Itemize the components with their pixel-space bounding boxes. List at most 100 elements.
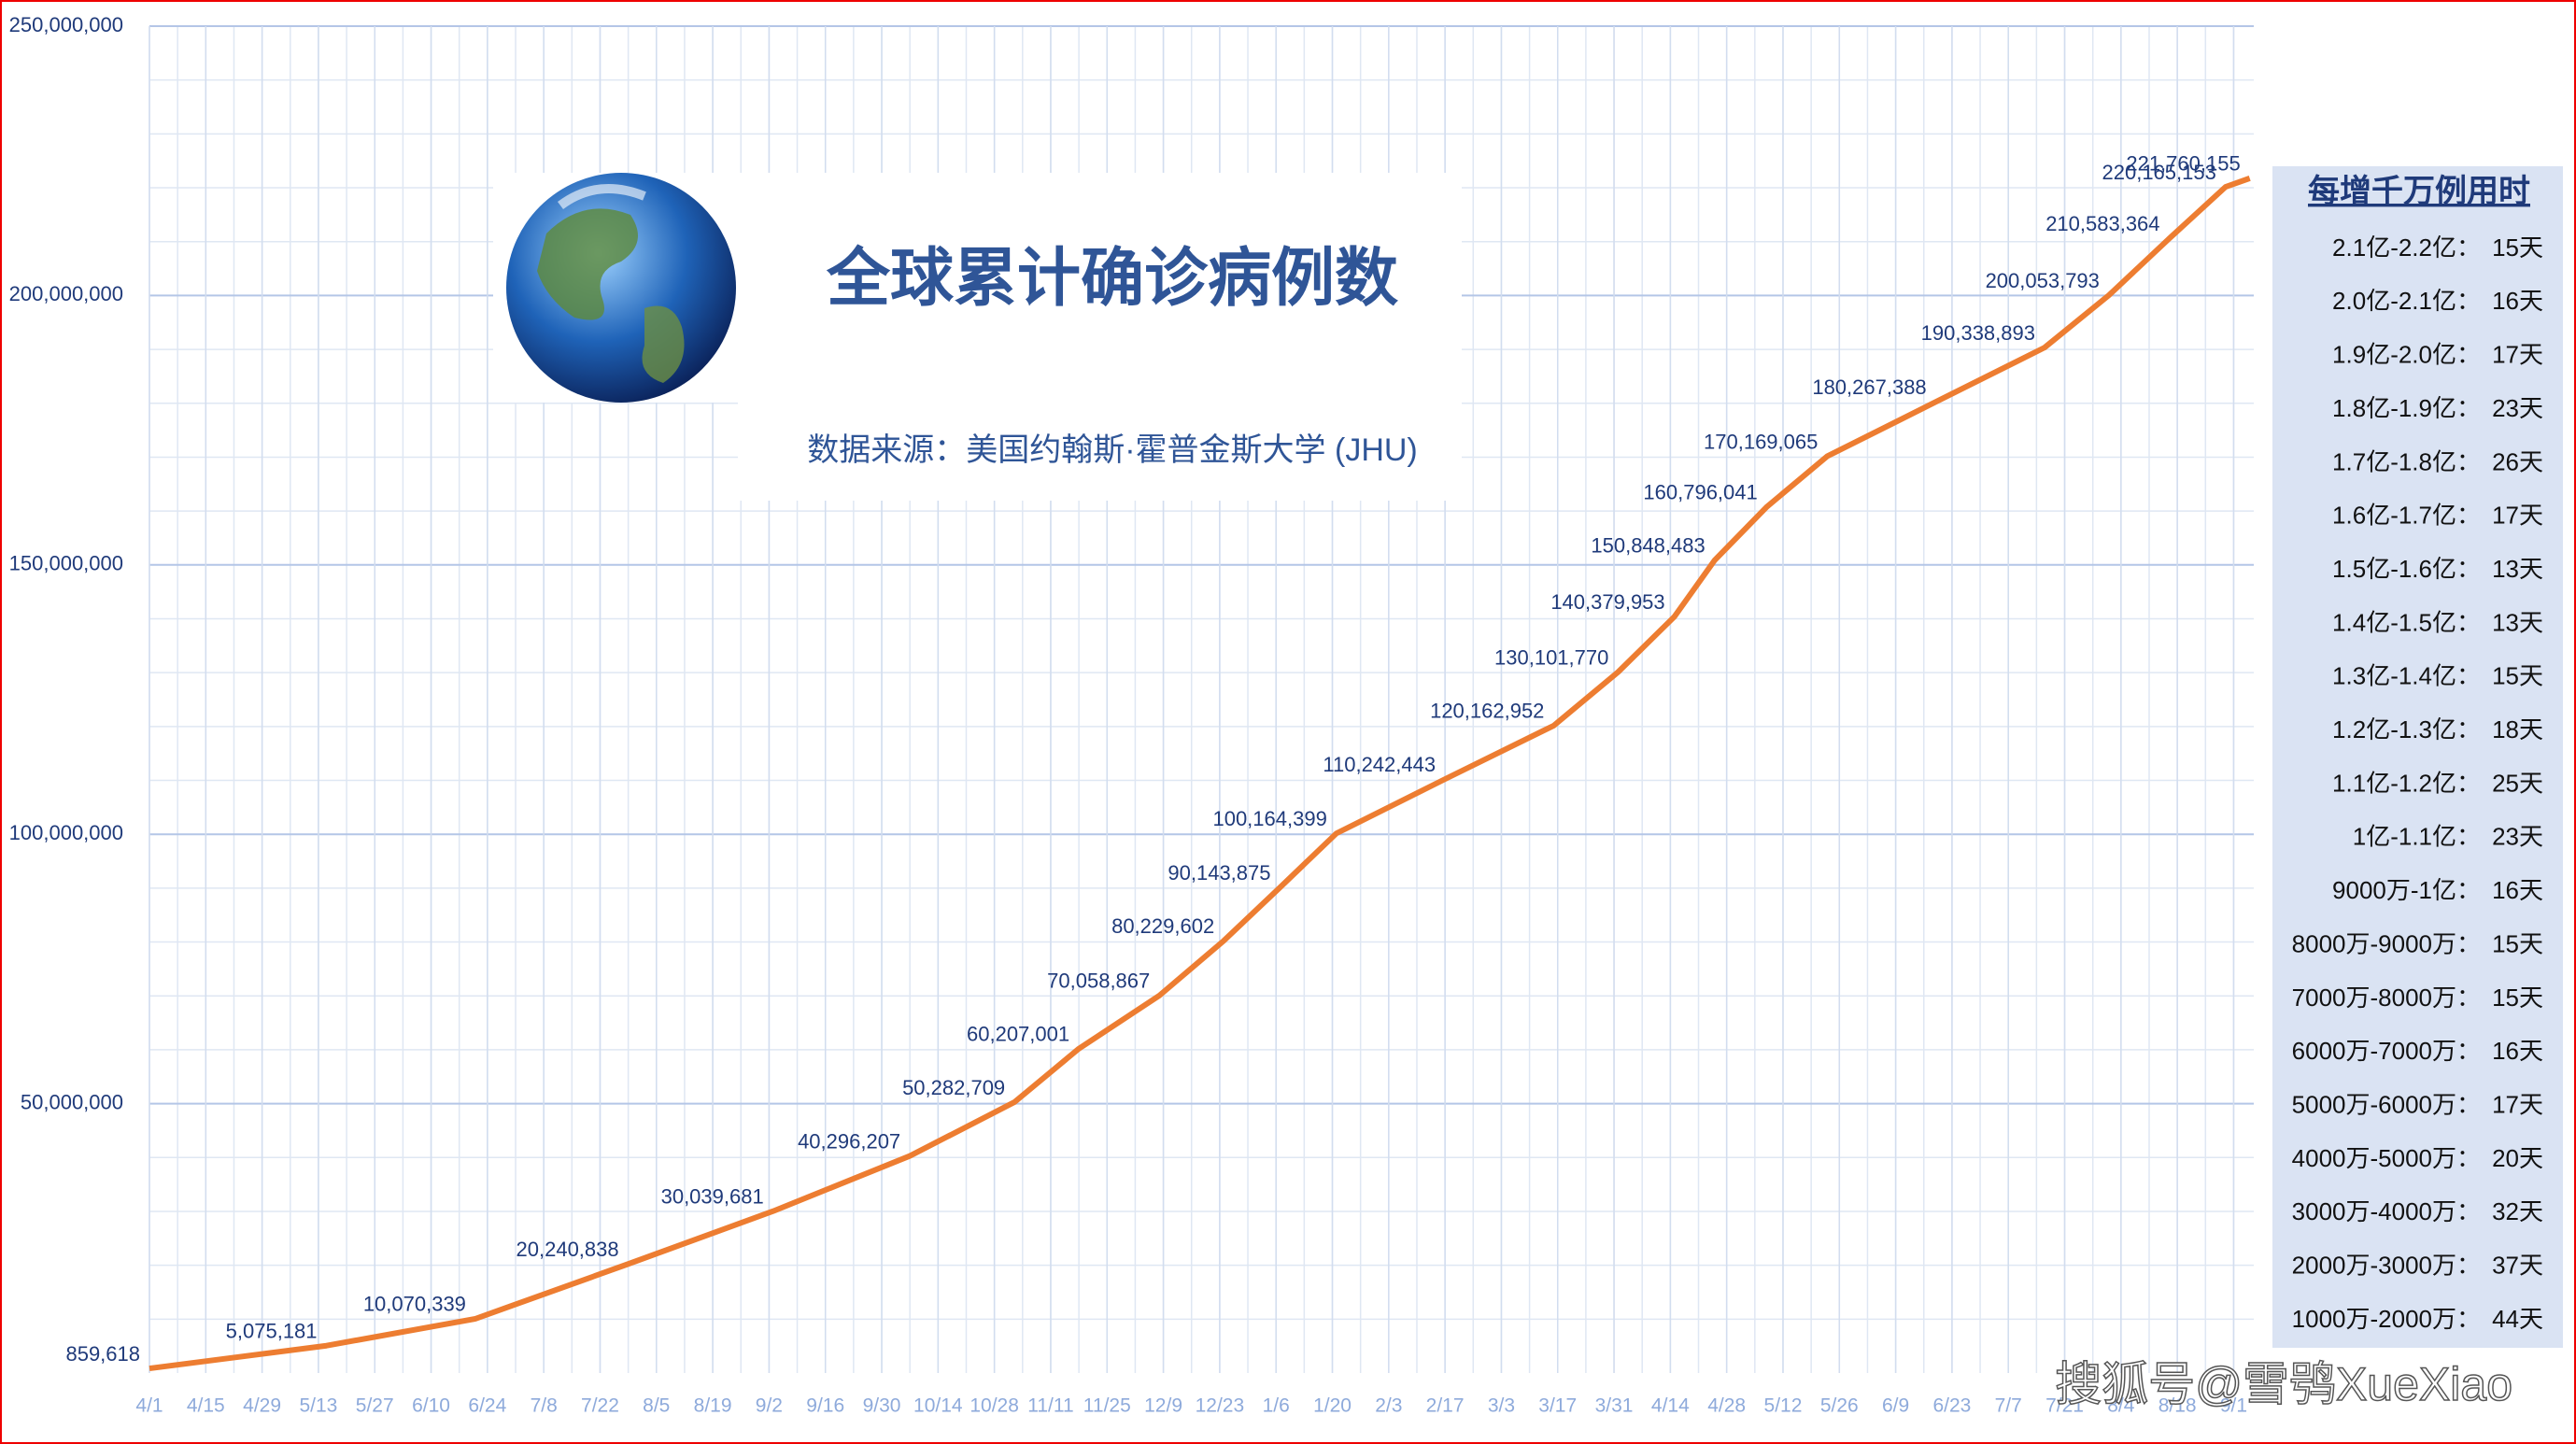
y-tick-label: 50,000,000 xyxy=(21,1090,123,1113)
side-table-days: 26天 xyxy=(2492,447,2543,475)
data-label: 50,282,709 xyxy=(902,1076,1005,1099)
data-label: 220,165,153 xyxy=(2102,161,2216,184)
data-label: 200,053,793 xyxy=(1986,269,2100,292)
side-table-range: 7000万-8000万： xyxy=(2292,984,2481,1012)
x-tick-label: 8/19 xyxy=(694,1395,732,1417)
side-table-days: 20天 xyxy=(2492,1144,2543,1172)
data-label: 150,848,483 xyxy=(1591,534,1705,558)
x-tick-label: 7/7 xyxy=(1995,1395,2022,1417)
side-table-range: 5000万-6000万： xyxy=(2292,1090,2481,1118)
side-table-days: 25天 xyxy=(2492,769,2543,797)
x-tick-label: 9/16 xyxy=(806,1395,844,1417)
data-label: 60,207,001 xyxy=(967,1023,1069,1046)
x-tick-label: 9/30 xyxy=(863,1395,901,1417)
data-label: 221,760,155 xyxy=(2126,152,2240,176)
side-table-days: 44天 xyxy=(2492,1305,2543,1333)
side-table-days: 16天 xyxy=(2492,287,2543,315)
x-tick-label: 4/28 xyxy=(1707,1395,1746,1417)
data-label: 20,240,838 xyxy=(517,1238,619,1261)
side-table-range: 1.1亿-1.2亿： xyxy=(2332,769,2481,797)
side-table-days: 17天 xyxy=(2492,341,2543,369)
earth-icon xyxy=(506,173,736,403)
x-tick-label: 7/8 xyxy=(531,1395,558,1417)
side-table-days: 15天 xyxy=(2492,984,2543,1012)
data-label: 140,379,953 xyxy=(1550,590,1664,614)
watermark: 搜狐号@雪鸮XueXiao xyxy=(2055,1358,2512,1410)
side-table-range: 1.8亿-1.9亿： xyxy=(2332,394,2481,422)
y-tick-label: 100,000,000 xyxy=(9,821,123,844)
side-table-range: 1.7亿-1.8亿： xyxy=(2332,447,2481,475)
side-table-days: 16天 xyxy=(2492,1037,2543,1065)
x-tick-label: 4/1 xyxy=(135,1395,163,1417)
x-tick-label: 6/24 xyxy=(468,1395,506,1417)
data-label: 100,164,399 xyxy=(1212,807,1326,830)
data-label: 70,058,867 xyxy=(1047,970,1150,993)
data-label: 40,296,207 xyxy=(798,1129,900,1153)
side-table-range: 1000万-2000万： xyxy=(2292,1305,2481,1333)
side-table-days: 15天 xyxy=(2492,929,2543,957)
x-tick-label: 8/18 xyxy=(2158,1395,2197,1417)
x-tick-label: 1/6 xyxy=(1263,1395,1290,1417)
side-table-days: 16天 xyxy=(2492,876,2543,904)
side-table-range: 1.9亿-2.0亿： xyxy=(2332,341,2481,369)
x-tick-label: 6/10 xyxy=(412,1395,450,1417)
subtitle-box xyxy=(738,403,1462,501)
data-label: 5,075,181 xyxy=(226,1320,318,1343)
x-tick-label: 5/26 xyxy=(1820,1395,1859,1417)
data-label: 90,143,875 xyxy=(1168,861,1270,885)
data-label: 30,039,681 xyxy=(661,1185,764,1209)
side-table-days: 13天 xyxy=(2492,555,2543,583)
x-tick-label: 5/13 xyxy=(299,1395,337,1417)
side-table-days: 18天 xyxy=(2492,715,2543,743)
side-table-days: 13天 xyxy=(2492,608,2543,636)
side-table-title: 每增千万例用时 xyxy=(2308,174,2530,209)
x-tick-label: 3/31 xyxy=(1595,1395,1634,1417)
side-table-range: 8000万-9000万： xyxy=(2292,929,2481,957)
x-tick-label: 9/2 xyxy=(756,1395,783,1417)
data-label: 80,229,602 xyxy=(1111,914,1214,938)
data-label: 130,101,770 xyxy=(1494,645,1608,669)
side-table-range: 6000万-7000万： xyxy=(2292,1037,2481,1065)
x-tick-label: 10/28 xyxy=(970,1395,1019,1417)
side-table-days: 15天 xyxy=(2492,662,2543,690)
side-panel xyxy=(2272,166,2563,1348)
data-label: 120,162,952 xyxy=(1430,700,1544,723)
x-tick-label: 5/12 xyxy=(1764,1395,1803,1417)
x-tick-label: 8/4 xyxy=(2107,1395,2135,1417)
data-label: 170,169,065 xyxy=(1704,430,1818,453)
side-table-range: 1亿-1.1亿： xyxy=(2353,823,2481,851)
x-tick-label: 2/17 xyxy=(1426,1395,1465,1417)
side-table-days: 23天 xyxy=(2492,394,2543,422)
x-tick-label: 8/5 xyxy=(643,1395,670,1417)
x-tick-label: 11/25 xyxy=(1083,1395,1131,1417)
side-table-range: 3000万-4000万： xyxy=(2292,1197,2481,1225)
side-table-range: 2.1亿-2.2亿： xyxy=(2332,234,2481,262)
side-table-range: 1.6亿-1.7亿： xyxy=(2332,502,2481,530)
y-tick-label: 250,000,000 xyxy=(9,13,123,36)
x-tick-label: 5/27 xyxy=(356,1395,394,1417)
side-table-range: 9000万-1亿： xyxy=(2332,876,2481,904)
data-label: 180,267,388 xyxy=(1812,375,1926,399)
side-table-range: 1.4亿-1.5亿： xyxy=(2332,608,2481,636)
data-label: 110,242,443 xyxy=(1323,753,1436,776)
x-tick-label: 4/14 xyxy=(1651,1395,1690,1417)
x-tick-label: 4/29 xyxy=(243,1395,281,1417)
side-table-days: 15天 xyxy=(2492,234,2543,262)
side-table-days: 17天 xyxy=(2492,1090,2543,1118)
y-tick-label: 150,000,000 xyxy=(9,552,123,575)
x-tick-label: 7/21 xyxy=(2045,1395,2084,1417)
data-label: 160,796,041 xyxy=(1643,480,1757,503)
x-tick-label: 6/23 xyxy=(1932,1395,1971,1417)
side-table-range: 1.2亿-1.3亿： xyxy=(2332,715,2481,743)
side-table-range: 1.5亿-1.6亿： xyxy=(2332,555,2481,583)
side-table-range: 4000万-5000万： xyxy=(2292,1144,2481,1172)
data-label: 210,583,364 xyxy=(2045,212,2159,235)
x-tick-label: 12/9 xyxy=(1144,1395,1182,1417)
side-table-range: 2000万-3000万： xyxy=(2292,1252,2481,1280)
x-tick-label: 1/20 xyxy=(1313,1395,1352,1417)
x-tick-label: 10/14 xyxy=(913,1395,963,1417)
data-label: 190,338,893 xyxy=(1921,321,2035,345)
x-tick-label: 11/11 xyxy=(1027,1395,1073,1417)
side-table-range: 2.0亿-2.1亿： xyxy=(2332,287,2481,315)
x-tick-label: 3/3 xyxy=(1488,1395,1515,1417)
